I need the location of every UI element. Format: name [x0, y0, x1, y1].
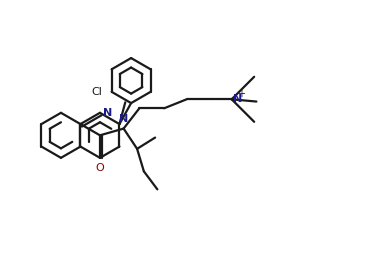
- Text: Cl: Cl: [92, 87, 103, 97]
- Text: N: N: [119, 114, 128, 124]
- Text: N: N: [103, 108, 112, 118]
- Text: O: O: [96, 163, 104, 173]
- Text: +: +: [237, 89, 245, 99]
- Text: N: N: [233, 94, 242, 104]
